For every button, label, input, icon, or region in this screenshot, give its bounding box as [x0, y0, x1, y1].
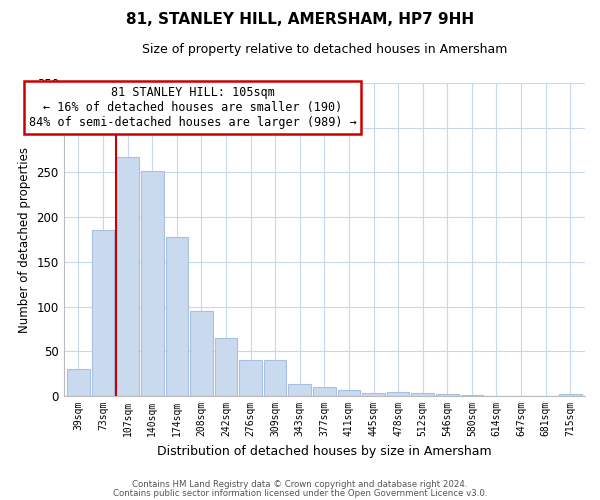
Text: 81 STANLEY HILL: 105sqm
← 16% of detached houses are smaller (190)
84% of semi-d: 81 STANLEY HILL: 105sqm ← 16% of detache…	[29, 86, 356, 129]
Text: 81, STANLEY HILL, AMERSHAM, HP7 9HH: 81, STANLEY HILL, AMERSHAM, HP7 9HH	[126, 12, 474, 28]
Bar	[387, 392, 409, 396]
Bar	[190, 311, 213, 396]
Bar	[559, 394, 581, 396]
Bar	[239, 360, 262, 396]
Bar	[412, 394, 434, 396]
Bar	[116, 158, 139, 396]
Bar	[362, 394, 385, 396]
Title: Size of property relative to detached houses in Amersham: Size of property relative to detached ho…	[142, 42, 507, 56]
Text: Contains HM Land Registry data © Crown copyright and database right 2024.: Contains HM Land Registry data © Crown c…	[132, 480, 468, 489]
Bar	[264, 360, 286, 396]
Bar	[436, 394, 458, 396]
Text: Contains public sector information licensed under the Open Government Licence v3: Contains public sector information licen…	[113, 489, 487, 498]
Bar	[215, 338, 238, 396]
Bar	[92, 230, 115, 396]
Bar	[67, 369, 90, 396]
Bar	[338, 390, 360, 396]
Bar	[166, 237, 188, 396]
Bar	[313, 387, 335, 396]
Bar	[141, 170, 164, 396]
Bar	[461, 395, 483, 396]
Bar	[289, 384, 311, 396]
Y-axis label: Number of detached properties: Number of detached properties	[18, 146, 31, 332]
X-axis label: Distribution of detached houses by size in Amersham: Distribution of detached houses by size …	[157, 444, 491, 458]
